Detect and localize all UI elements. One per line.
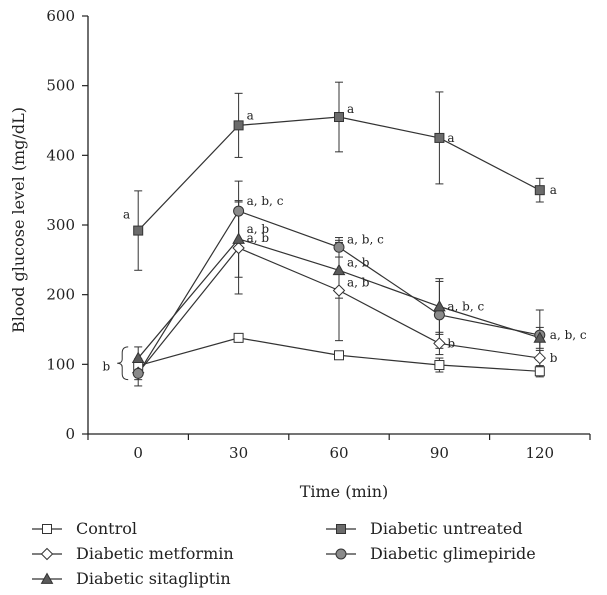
y-tick-label: 0: [65, 425, 75, 443]
legend-marker: [40, 572, 54, 584]
annotation-label: a, b: [247, 231, 270, 245]
data-point: [534, 185, 545, 196]
data-point: [232, 232, 245, 244]
legend-item: Diabetic untreated: [326, 519, 523, 538]
x-tick-label: 120: [525, 444, 554, 462]
y-tick-label: 200: [46, 286, 75, 304]
x-tick-label: 60: [329, 444, 348, 462]
y-tick-label: 400: [46, 146, 75, 164]
group-brace: [117, 346, 129, 381]
x-tick-label: 90: [430, 444, 449, 462]
annotation-label: a: [123, 208, 130, 222]
y-axis-title: Blood glucose level (mg/dL): [9, 107, 28, 333]
annotation-label: b: [447, 336, 455, 350]
legend-label: Diabetic glimepiride: [370, 544, 536, 563]
data-point: [233, 205, 245, 217]
data-point: [333, 241, 345, 253]
annotation-label: a, b: [347, 255, 370, 269]
legend-marker: [335, 548, 347, 560]
data-point: [533, 331, 547, 343]
data-point: [232, 241, 245, 255]
y-tick-label: 500: [46, 77, 75, 95]
annotation-label: a, b: [247, 222, 270, 236]
legend-label: Diabetic untreated: [370, 519, 523, 538]
x-axis-title: Time (min): [300, 482, 389, 501]
annotation-label: b: [550, 351, 558, 365]
y-tick-label: 100: [46, 355, 75, 373]
data-point: [332, 263, 346, 276]
annotation-label: a, b, c: [447, 300, 484, 314]
annotation-label: a: [550, 183, 557, 197]
legend-item: Control: [32, 519, 137, 538]
data-point: [133, 225, 144, 236]
data-point: [434, 360, 445, 371]
data-point: [132, 367, 144, 379]
data-point: [334, 350, 344, 361]
data-point: [533, 351, 547, 365]
data-point: [433, 299, 446, 312]
legend-label: Diabetic sitagliptin: [76, 569, 231, 588]
legend-item: Diabetic metformin: [32, 544, 234, 563]
legend-label: Diabetic metformin: [76, 544, 234, 563]
data-point: [233, 332, 244, 343]
annotation-label: b: [103, 360, 111, 374]
data-point: [433, 337, 446, 350]
legend-marker: [42, 524, 52, 534]
y-tick-label: 300: [46, 216, 75, 234]
annotation-label: a, b, c: [247, 194, 284, 208]
annotation-label: a: [247, 108, 254, 122]
data-point: [434, 132, 445, 143]
legend-item: Diabetic glimepiride: [326, 544, 536, 563]
legend-marker: [40, 547, 54, 561]
legend-item: Diabetic sitagliptin: [32, 569, 231, 588]
annotation-label: a, b: [347, 275, 370, 289]
annotation-label: a: [447, 131, 454, 145]
data-point: [534, 366, 545, 377]
annotation-label: a, b, c: [550, 328, 587, 342]
data-point: [131, 351, 145, 363]
x-tick-label: 30: [229, 444, 248, 462]
annotation-label: a: [347, 102, 354, 116]
data-point: [332, 284, 346, 297]
legend-marker: [336, 524, 346, 534]
annotation-label: a, b, c: [347, 232, 384, 246]
data-point: [334, 112, 344, 123]
data-point: [233, 120, 244, 131]
legend-label: Control: [76, 519, 137, 538]
y-tick-label: 600: [46, 7, 75, 25]
x-tick-label: 0: [133, 444, 143, 462]
